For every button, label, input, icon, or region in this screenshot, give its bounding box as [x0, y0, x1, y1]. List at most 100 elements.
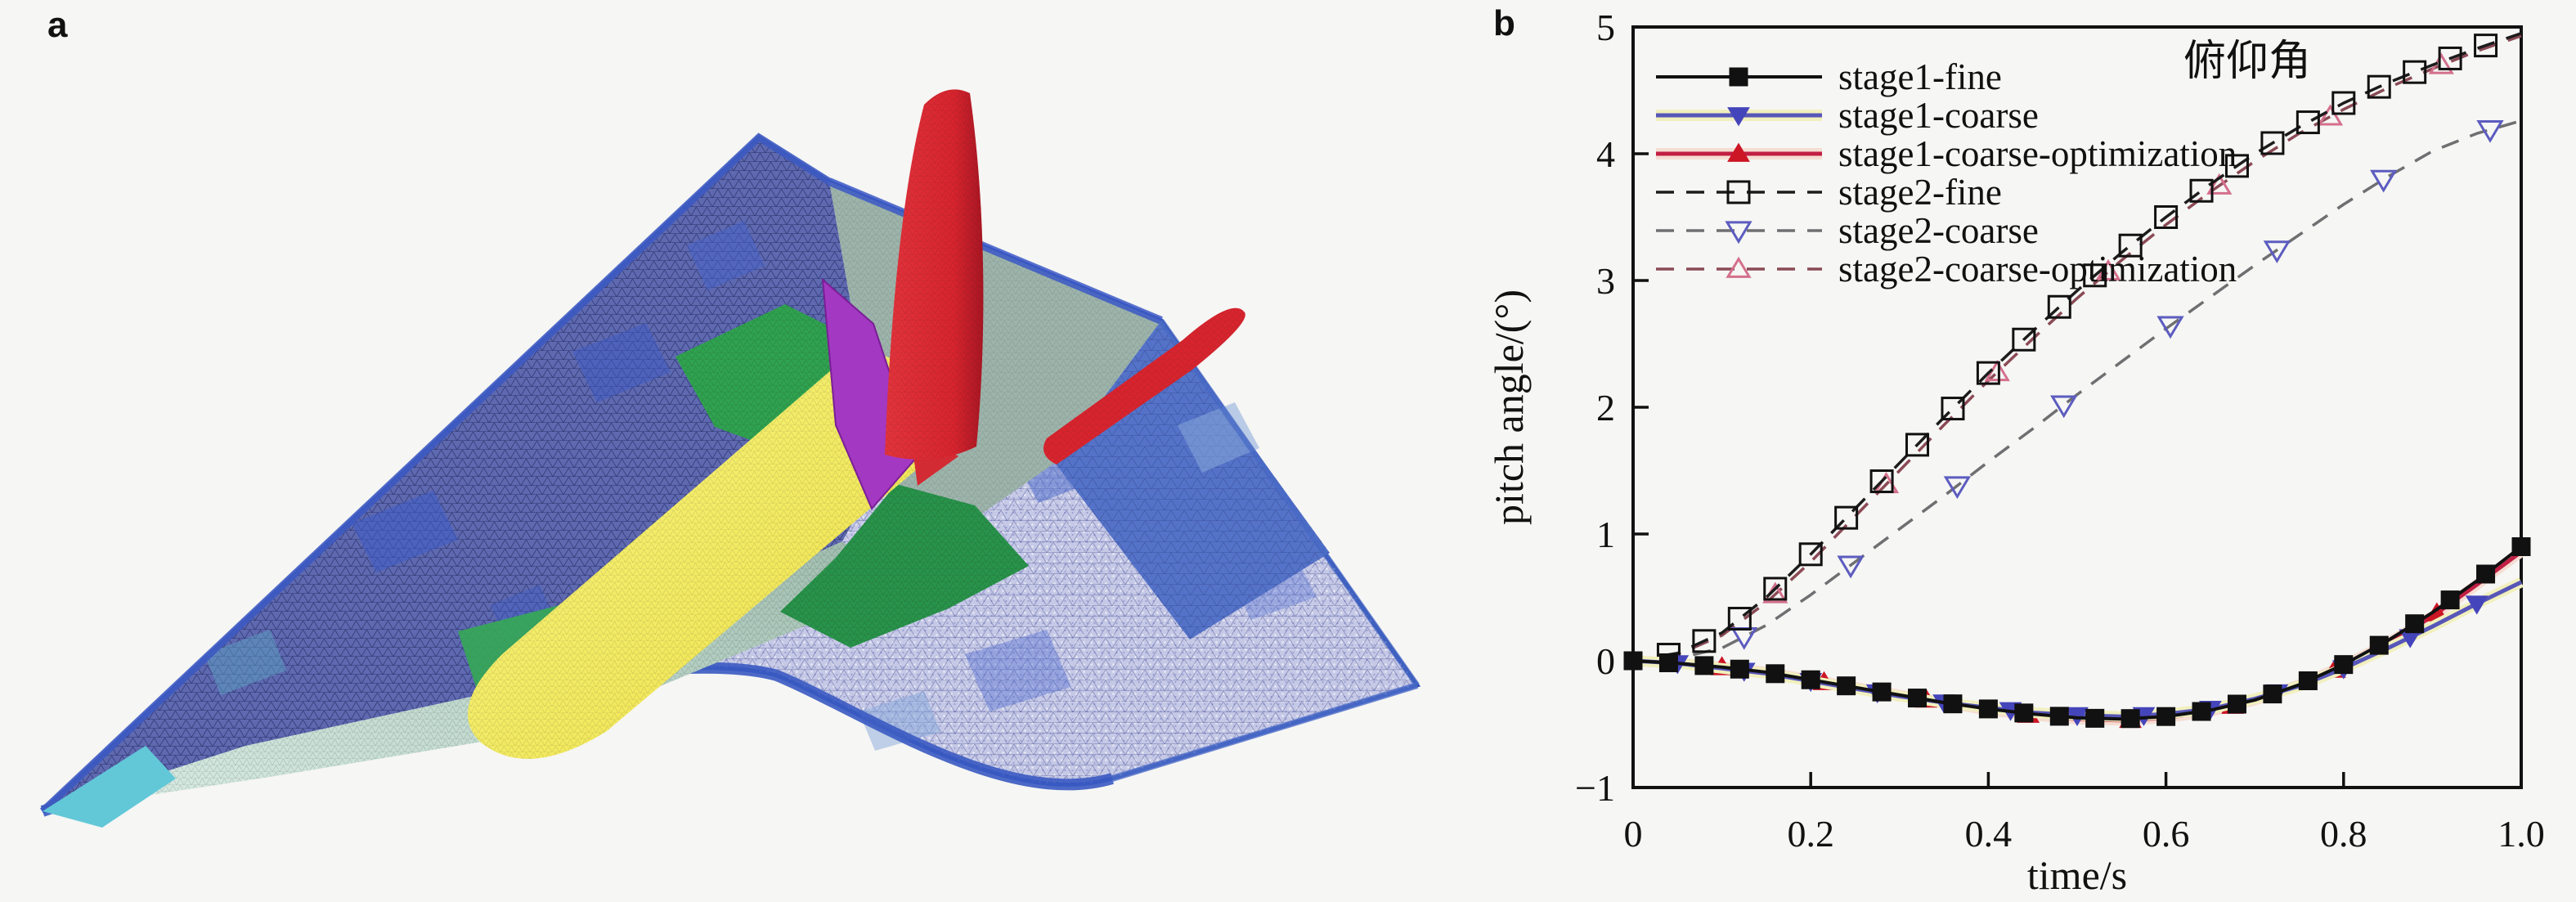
series-line: [1632, 32, 2522, 662]
legend-label: stage2-fine: [1838, 172, 2002, 213]
marker-square: [1730, 659, 1749, 679]
legend-label: stage2-coarse-optimization: [1838, 249, 2237, 289]
left-wing-upper-surface: [39, 132, 875, 814]
nose-tip: [43, 746, 176, 828]
marker-square: [1763, 577, 1788, 601]
marker-square: [1908, 689, 1928, 708]
x-axis-title: time/s: [2027, 852, 2127, 898]
y-axis-title: pitch angle/(°): [1486, 289, 1532, 525]
leading-edge: [39, 132, 832, 814]
marker-square: [2012, 327, 2036, 352]
marker-square: [2440, 590, 2460, 610]
marker-square: [1978, 699, 1998, 719]
marker-triangle-down: [1727, 107, 1750, 127]
marker-square: [2154, 205, 2179, 229]
vertical-tail-right: [1043, 307, 1245, 464]
mesh-refined-patch: [572, 323, 671, 402]
marker-square: [2120, 709, 2140, 729]
marker-square: [1869, 469, 1894, 494]
x-tick-label: 0.6: [2143, 813, 2190, 855]
marker-square: [2227, 694, 2246, 714]
x-tick-label: 0.2: [1787, 813, 1834, 855]
marker-square: [1943, 694, 1963, 714]
marker-triangle-down: [2050, 395, 2078, 419]
marker-square: [1727, 607, 1752, 631]
marker-square: [1658, 653, 1678, 672]
legend-item-stage1-fine: stage1-fine: [1656, 56, 2002, 97]
legend-item-stage1-coarse: stage1-coarse: [1656, 95, 2039, 136]
right-leading-edge: [1159, 318, 1420, 688]
marker-triangle-down: [1943, 476, 1972, 500]
x-tick-label: 0.8: [2320, 813, 2367, 855]
marker-square: [2189, 178, 2214, 203]
y-tick-label: 0: [1596, 640, 1615, 682]
mesh-refined-patch: [687, 221, 765, 290]
marker-triangle-up: [2317, 104, 2344, 126]
marker-triangle-down: [1725, 221, 1752, 245]
marker-square: [2118, 233, 2143, 258]
marker-square: [2047, 294, 2071, 319]
marker-square: [2438, 46, 2462, 70]
panel-a-label: a: [47, 5, 68, 45]
marker-square: [2403, 60, 2427, 84]
leading-edge-band: [43, 541, 906, 828]
marker-triangle-down: [1837, 555, 1865, 579]
legend-label: stage2-coarse: [1838, 210, 2039, 251]
marker-square: [2014, 703, 2034, 723]
marker-square: [1905, 433, 1930, 457]
marker-square: [1692, 629, 1717, 653]
legend-item-stage1-coarse-optimization: stage1-coarse-optimization: [1656, 133, 2237, 174]
marker-square: [1834, 505, 1859, 530]
marker-square: [2367, 74, 2391, 99]
panel-b-label: b: [1493, 3, 1515, 43]
y-tick-label: −1: [1575, 767, 1615, 809]
annotation-pitch-angle-cn: 俯仰角: [2183, 38, 2311, 85]
marker-square: [1801, 670, 1820, 689]
mesh-refined-patch: [965, 630, 1071, 711]
plot-border: [1631, 25, 2523, 789]
series-stage2-coarse: [1632, 119, 2522, 662]
x-tick-label: 1.0: [2497, 813, 2545, 855]
vertical-tail-left: [885, 89, 984, 460]
marker-square: [1729, 67, 1748, 87]
marker-square: [2369, 635, 2389, 655]
y-tick-label: 1: [1596, 514, 1615, 555]
marker-triangle-down: [2156, 316, 2184, 339]
marker-square: [2083, 263, 2107, 288]
series-line: [1632, 119, 2522, 662]
series-stage2-coarse-optimization: [1632, 34, 2522, 662]
marker-square: [1694, 656, 1714, 675]
marker-square: [2298, 671, 2318, 690]
aircraft-mesh-figure: [39, 89, 1421, 828]
marker-square: [1976, 361, 2000, 385]
marker-square: [2224, 154, 2249, 178]
y-tick-label: 2: [1596, 387, 1615, 429]
legend: stage1-finestage1-coarsestage1-coarse-op…: [1656, 56, 2237, 289]
marker-square: [1837, 676, 1856, 696]
mesh-refined-patch: [352, 491, 458, 572]
marker-square: [2156, 707, 2176, 726]
marker-square: [2334, 655, 2354, 675]
mesh-refined-patch: [204, 630, 286, 695]
marker-square: [2296, 110, 2320, 135]
series-stage2-fine: [1632, 32, 2522, 667]
x-tick-label: 0: [1624, 813, 1643, 855]
marker-square: [2331, 91, 2356, 115]
y-tick-label: 4: [1596, 133, 1615, 175]
marker-square: [2511, 537, 2531, 556]
marker-square: [1798, 542, 1823, 567]
marker-triangle-down: [2370, 169, 2398, 193]
series-line: [1632, 34, 2522, 662]
marker-triangle-up: [2206, 173, 2233, 195]
legend-item-stage2-coarse-optimization: stage2-coarse-optimization: [1656, 249, 2237, 289]
wingtip-edge: [1111, 682, 1419, 782]
marker-triangle-down: [2465, 595, 2488, 615]
marker-triangle-up: [1727, 142, 1750, 162]
marker-square: [2474, 34, 2498, 58]
marker-triangle-down: [2476, 119, 2504, 143]
marker-square: [1941, 397, 1965, 421]
y-tick-label: 5: [1596, 7, 1615, 48]
mesh-refined-patch: [859, 691, 940, 751]
